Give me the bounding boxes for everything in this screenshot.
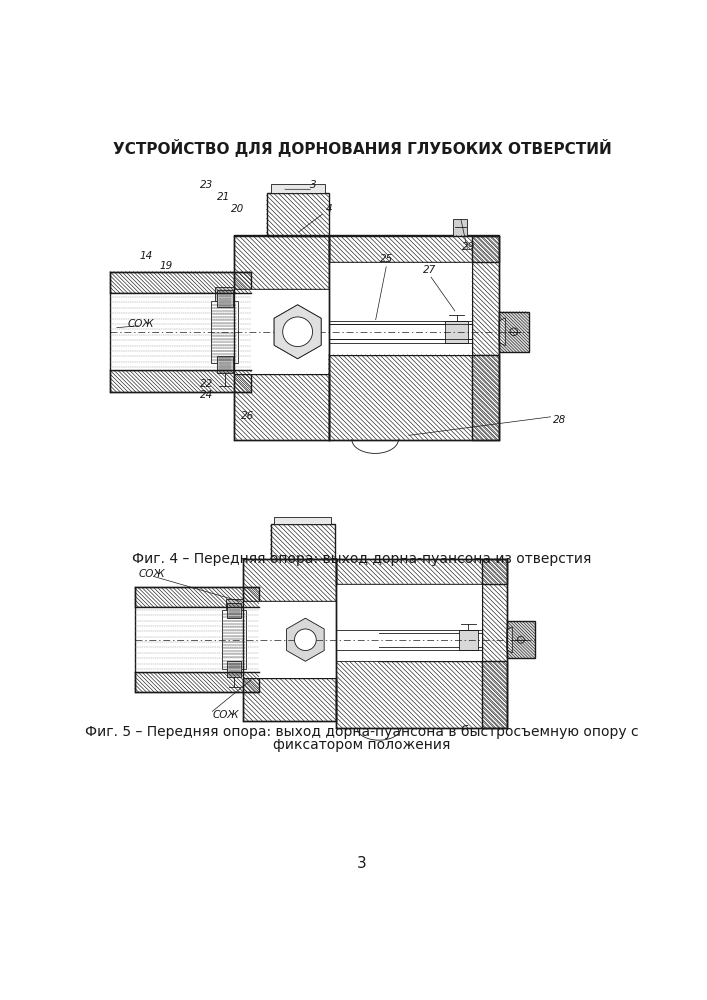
Bar xyxy=(329,262,472,355)
Text: 28: 28 xyxy=(554,415,566,425)
Text: 24: 24 xyxy=(199,390,213,400)
Text: 29: 29 xyxy=(462,242,474,252)
Bar xyxy=(227,661,241,677)
Text: 22: 22 xyxy=(199,379,213,389)
Bar xyxy=(110,370,251,392)
Text: СОЖ: СОЖ xyxy=(212,710,239,720)
Text: 4: 4 xyxy=(325,204,332,214)
Bar xyxy=(271,184,325,193)
Text: 3: 3 xyxy=(357,856,367,871)
Bar xyxy=(337,633,482,647)
Bar xyxy=(217,356,233,373)
Bar xyxy=(135,672,259,692)
Bar xyxy=(337,559,507,584)
Text: Фиг. 4 – Передняя опора: выход дорна-пуансона из отверстия: Фиг. 4 – Передняя опора: выход дорна-пуа… xyxy=(132,552,592,566)
Text: Фиг. 5 – Передняя опора: выход дорна-пуансона в быстросъемную опору с: Фиг. 5 – Передняя опора: выход дорна-пуа… xyxy=(85,725,638,739)
Bar xyxy=(337,661,507,728)
Bar xyxy=(243,559,337,601)
Bar xyxy=(226,599,243,610)
Bar xyxy=(234,235,329,289)
Bar xyxy=(472,235,499,440)
Bar xyxy=(271,524,335,559)
Text: 3: 3 xyxy=(310,180,317,190)
Bar xyxy=(243,601,337,678)
Text: СОЖ: СОЖ xyxy=(139,569,165,579)
Bar xyxy=(329,321,472,343)
Bar xyxy=(267,193,329,235)
Bar xyxy=(274,517,331,524)
Text: 14: 14 xyxy=(140,251,153,261)
Bar xyxy=(110,272,251,293)
Text: 26: 26 xyxy=(240,411,254,421)
Bar xyxy=(234,374,329,440)
Text: 25: 25 xyxy=(380,254,393,264)
Text: фиксатором положения: фиксатором положения xyxy=(274,738,450,752)
Bar xyxy=(222,610,247,669)
Bar xyxy=(329,235,499,262)
Bar xyxy=(453,219,467,235)
Text: СОЖ: СОЖ xyxy=(127,319,153,329)
Polygon shape xyxy=(274,305,321,359)
Bar xyxy=(507,621,534,658)
Text: 19: 19 xyxy=(159,261,173,271)
Text: 21: 21 xyxy=(217,192,230,202)
Bar xyxy=(445,321,468,343)
Circle shape xyxy=(283,317,312,347)
Bar xyxy=(329,355,499,440)
Bar xyxy=(234,289,329,374)
Bar xyxy=(243,678,337,721)
Bar xyxy=(135,607,259,672)
Bar xyxy=(482,559,507,728)
Bar xyxy=(215,287,234,301)
Bar xyxy=(217,290,233,307)
Bar xyxy=(227,603,241,618)
Text: УСТРОЙСТВО ДЛЯ ДОРНОВАНИЯ ГЛУБОКИХ ОТВЕРСТИЙ: УСТРОЙСТВО ДЛЯ ДОРНОВАНИЯ ГЛУБОКИХ ОТВЕР… xyxy=(112,139,612,157)
Bar xyxy=(459,630,478,650)
Bar xyxy=(135,587,259,607)
Bar xyxy=(110,293,251,370)
Polygon shape xyxy=(286,618,325,661)
Bar xyxy=(211,301,238,363)
Bar xyxy=(337,584,482,661)
Text: 23: 23 xyxy=(199,180,213,190)
Text: 27: 27 xyxy=(423,265,436,275)
Polygon shape xyxy=(499,318,506,346)
Bar xyxy=(332,601,379,678)
Circle shape xyxy=(295,629,316,651)
Polygon shape xyxy=(507,627,513,653)
Polygon shape xyxy=(274,305,321,359)
Circle shape xyxy=(283,317,312,347)
Bar xyxy=(337,630,482,650)
Text: 20: 20 xyxy=(230,204,244,214)
Bar xyxy=(499,312,529,352)
Bar xyxy=(329,324,472,339)
